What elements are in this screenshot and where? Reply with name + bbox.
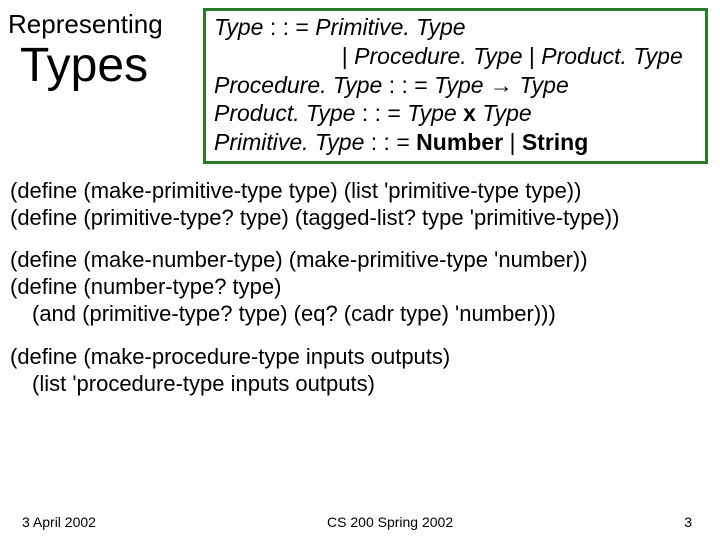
grammar-line: | Procedure. Type | Product. Type: [214, 42, 697, 71]
code-block-3: (define (make-procedure-type inputs outp…: [10, 344, 712, 398]
code-block-1: (define (make-primitive-type type) (list…: [10, 178, 712, 232]
footer-date: 3 April 2002: [22, 514, 96, 530]
grammar-line: Procedure. Type : : = Type → Type: [214, 71, 697, 100]
footer: 3 April 2002 CS 200 Spring 2002 3: [0, 514, 720, 530]
code-line: (define (make-procedure-type inputs outp…: [10, 344, 712, 371]
code-line: (define (number-type? type): [10, 274, 712, 301]
title-line2: Types: [20, 41, 203, 91]
grammar-box: Type : : = Primitive. Type | Procedure. …: [203, 8, 708, 164]
slide-title: Representing Types: [8, 8, 203, 91]
grammar-line: Product. Type : : = Type x Type: [214, 99, 697, 128]
grammar-line: Primitive. Type : : = Number | String: [214, 128, 697, 157]
footer-page: 3: [684, 514, 692, 530]
code-block-2: (define (make-number-type) (make-primiti…: [10, 247, 712, 327]
title-line1: Representing: [8, 10, 203, 39]
code-line: (and (primitive-type? type) (eq? (cadr t…: [10, 301, 712, 328]
footer-course: CS 200 Spring 2002: [327, 514, 453, 530]
code-line: (define (make-primitive-type type) (list…: [10, 178, 712, 205]
code-line: (define (primitive-type? type) (tagged-l…: [10, 205, 712, 232]
header-row: Representing Types Type : : = Primitive.…: [0, 0, 720, 164]
code-section: (define (make-primitive-type type) (list…: [0, 164, 720, 398]
code-line: (list 'procedure-type inputs outputs): [10, 371, 712, 398]
code-line: (define (make-number-type) (make-primiti…: [10, 247, 712, 274]
grammar-line: Type : : = Primitive. Type: [214, 13, 697, 42]
